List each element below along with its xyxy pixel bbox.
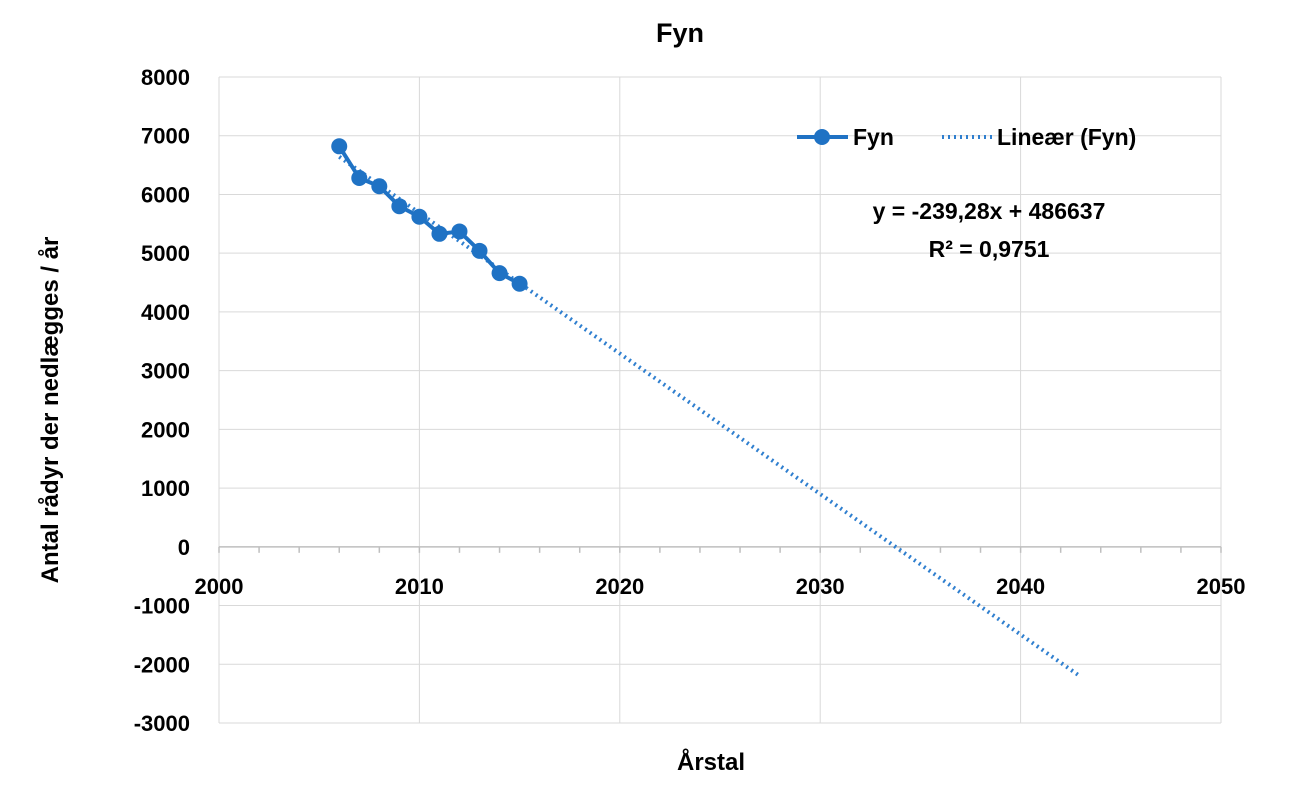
trendline xyxy=(338,155,1082,679)
y-tick-label: 6000 xyxy=(141,182,190,207)
x-axis-line xyxy=(218,546,1222,553)
x-tick-label: 2040 xyxy=(996,574,1045,599)
y-tick-label: 3000 xyxy=(141,359,190,384)
data-point xyxy=(351,170,368,187)
y-tick-label: 5000 xyxy=(141,241,190,266)
data-point xyxy=(491,265,508,282)
y-tick-label: 8000 xyxy=(141,65,190,90)
data-point xyxy=(331,138,348,155)
x-axis-title: Årstal xyxy=(677,748,745,776)
data-point xyxy=(371,178,388,195)
series-fyn xyxy=(331,138,528,292)
y-tick-label: 1000 xyxy=(141,476,190,501)
y-tick-label: 0 xyxy=(178,535,190,560)
legend: Fyn Lineær (Fyn) xyxy=(797,124,1136,150)
y-tick-label: 2000 xyxy=(141,417,190,442)
x-tick-label: 2030 xyxy=(796,574,845,599)
trendline-equation: y = -239,28x + 486637 xyxy=(873,198,1106,224)
gridlines xyxy=(218,76,1222,724)
y-tick-label: 4000 xyxy=(141,300,190,325)
x-tick-label: 2050 xyxy=(1197,574,1246,599)
data-point xyxy=(511,275,528,292)
legend-fyn-marker xyxy=(814,129,830,145)
data-point xyxy=(391,198,408,215)
y-tick-label: 7000 xyxy=(141,124,190,149)
y-tick-label: -3000 xyxy=(134,711,190,736)
y-tick-label: -1000 xyxy=(134,594,190,619)
tick-labels: -3000 -2000 -1000 0 1000 2000 3000 4000 5000 6000… xyxy=(134,65,1246,736)
x-tick-label: 2020 xyxy=(595,574,644,599)
x-tick-label: 2010 xyxy=(395,574,444,599)
series-line xyxy=(337,145,521,286)
data-point xyxy=(411,208,428,225)
y-tick-label: -2000 xyxy=(134,652,190,677)
legend-trend-label: Lineær (Fyn) xyxy=(997,124,1136,150)
trendline-r-squared: R² = 0,9751 xyxy=(929,236,1050,262)
chart-title: Fyn xyxy=(656,18,704,48)
y-axis-title: Antal rådyr der nedlægges / år xyxy=(37,237,64,584)
data-point xyxy=(451,223,468,240)
x-tick-label: 2000 xyxy=(195,574,244,599)
data-point xyxy=(471,242,488,259)
data-point xyxy=(431,225,448,242)
trendline-path xyxy=(338,155,1082,679)
legend-fyn-label: Fyn xyxy=(853,124,894,150)
